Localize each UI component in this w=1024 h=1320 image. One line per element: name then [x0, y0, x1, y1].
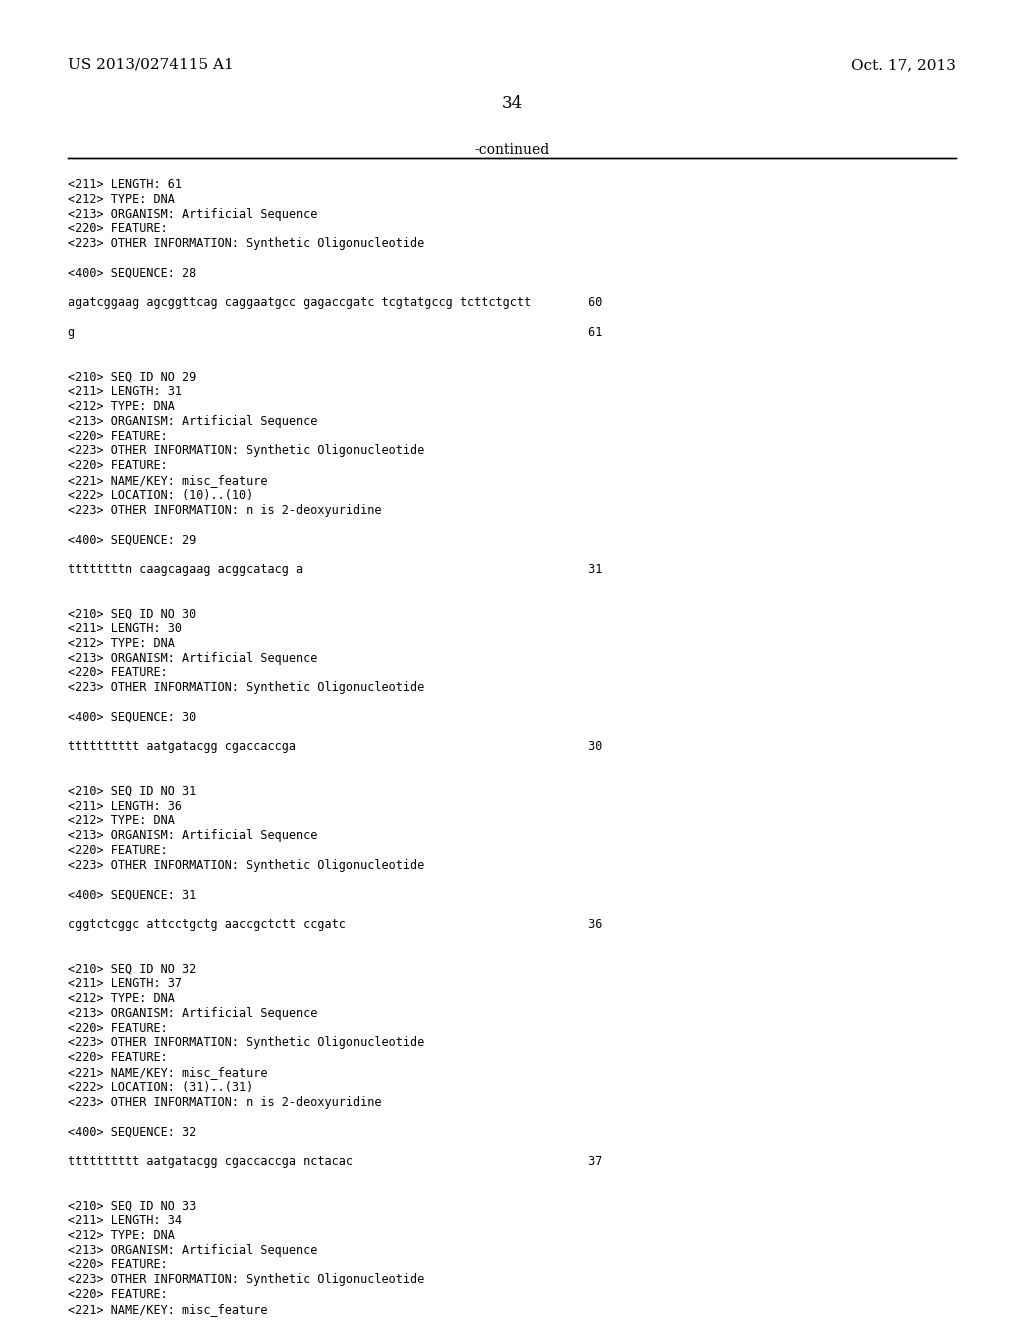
Text: g                                                                        61: g 61: [68, 326, 602, 339]
Text: <220> FEATURE:: <220> FEATURE:: [68, 222, 168, 235]
Text: <212> TYPE: DNA: <212> TYPE: DNA: [68, 636, 175, 649]
Text: <210> SEQ ID NO 30: <210> SEQ ID NO 30: [68, 607, 197, 620]
Text: <400> SEQUENCE: 31: <400> SEQUENCE: 31: [68, 888, 197, 902]
Text: <221> NAME/KEY: misc_feature: <221> NAME/KEY: misc_feature: [68, 474, 267, 487]
Text: <223> OTHER INFORMATION: Synthetic Oligonucleotide: <223> OTHER INFORMATION: Synthetic Oligo…: [68, 445, 424, 458]
Text: <220> FEATURE:: <220> FEATURE:: [68, 1288, 168, 1302]
Text: <212> TYPE: DNA: <212> TYPE: DNA: [68, 993, 175, 1005]
Text: <213> ORGANISM: Artificial Sequence: <213> ORGANISM: Artificial Sequence: [68, 829, 317, 842]
Text: <223> OTHER INFORMATION: Synthetic Oligonucleotide: <223> OTHER INFORMATION: Synthetic Oligo…: [68, 681, 424, 694]
Text: <221> NAME/KEY: misc_feature: <221> NAME/KEY: misc_feature: [68, 1067, 267, 1078]
Text: <212> TYPE: DNA: <212> TYPE: DNA: [68, 1229, 175, 1242]
Text: <210> SEQ ID NO 29: <210> SEQ ID NO 29: [68, 371, 197, 383]
Text: <210> SEQ ID NO 33: <210> SEQ ID NO 33: [68, 1199, 197, 1212]
Text: <213> ORGANISM: Artificial Sequence: <213> ORGANISM: Artificial Sequence: [68, 207, 317, 220]
Text: <400> SEQUENCE: 29: <400> SEQUENCE: 29: [68, 533, 197, 546]
Text: <220> FEATURE:: <220> FEATURE:: [68, 429, 168, 442]
Text: <212> TYPE: DNA: <212> TYPE: DNA: [68, 193, 175, 206]
Text: 34: 34: [502, 95, 522, 112]
Text: US 2013/0274115 A1: US 2013/0274115 A1: [68, 58, 233, 73]
Text: <221> NAME/KEY: misc_feature: <221> NAME/KEY: misc_feature: [68, 1303, 267, 1316]
Text: <211> LENGTH: 61: <211> LENGTH: 61: [68, 178, 182, 191]
Text: <212> TYPE: DNA: <212> TYPE: DNA: [68, 814, 175, 828]
Text: <223> OTHER INFORMATION: Synthetic Oligonucleotide: <223> OTHER INFORMATION: Synthetic Oligo…: [68, 1274, 424, 1286]
Text: <213> ORGANISM: Artificial Sequence: <213> ORGANISM: Artificial Sequence: [68, 414, 317, 428]
Text: <212> TYPE: DNA: <212> TYPE: DNA: [68, 400, 175, 413]
Text: <220> FEATURE:: <220> FEATURE:: [68, 1022, 168, 1035]
Text: <223> OTHER INFORMATION: Synthetic Oligonucleotide: <223> OTHER INFORMATION: Synthetic Oligo…: [68, 238, 424, 251]
Text: <220> FEATURE:: <220> FEATURE:: [68, 843, 168, 857]
Text: <220> FEATURE:: <220> FEATURE:: [68, 459, 168, 473]
Text: <211> LENGTH: 34: <211> LENGTH: 34: [68, 1214, 182, 1228]
Text: -continued: -continued: [474, 143, 550, 157]
Text: <220> FEATURE:: <220> FEATURE:: [68, 667, 168, 680]
Text: <211> LENGTH: 30: <211> LENGTH: 30: [68, 622, 182, 635]
Text: ttttttttn caagcagaag acggcatacg a                                        31: ttttttttn caagcagaag acggcatacg a 31: [68, 562, 602, 576]
Text: Oct. 17, 2013: Oct. 17, 2013: [851, 58, 956, 73]
Text: <223> OTHER INFORMATION: n is 2-deoxyuridine: <223> OTHER INFORMATION: n is 2-deoxyuri…: [68, 504, 382, 516]
Text: tttttttttt aatgatacgg cgaccaccga                                         30: tttttttttt aatgatacgg cgaccaccga 30: [68, 741, 602, 754]
Text: cggtctcggc attcctgctg aaccgctctt ccgatc                                  36: cggtctcggc attcctgctg aaccgctctt ccgatc …: [68, 917, 602, 931]
Text: <222> LOCATION: (10)..(10): <222> LOCATION: (10)..(10): [68, 488, 253, 502]
Text: <211> LENGTH: 31: <211> LENGTH: 31: [68, 385, 182, 399]
Text: agatcggaag agcggttcag caggaatgcc gagaccgatc tcgtatgccg tcttctgctt        60: agatcggaag agcggttcag caggaatgcc gagaccg…: [68, 297, 602, 309]
Text: <213> ORGANISM: Artificial Sequence: <213> ORGANISM: Artificial Sequence: [68, 652, 317, 664]
Text: <223> OTHER INFORMATION: Synthetic Oligonucleotide: <223> OTHER INFORMATION: Synthetic Oligo…: [68, 1036, 424, 1049]
Text: <222> LOCATION: (31)..(31): <222> LOCATION: (31)..(31): [68, 1081, 253, 1094]
Text: <400> SEQUENCE: 32: <400> SEQUENCE: 32: [68, 1125, 197, 1138]
Text: <210> SEQ ID NO 31: <210> SEQ ID NO 31: [68, 785, 197, 797]
Text: <220> FEATURE:: <220> FEATURE:: [68, 1258, 168, 1271]
Text: tttttttttt aatgatacgg cgaccaccga nctacac                                 37: tttttttttt aatgatacgg cgaccaccga nctacac…: [68, 1155, 602, 1168]
Text: <210> SEQ ID NO 32: <210> SEQ ID NO 32: [68, 962, 197, 975]
Text: <220> FEATURE:: <220> FEATURE:: [68, 1051, 168, 1064]
Text: <400> SEQUENCE: 30: <400> SEQUENCE: 30: [68, 710, 197, 723]
Text: <211> LENGTH: 36: <211> LENGTH: 36: [68, 800, 182, 813]
Text: <213> ORGANISM: Artificial Sequence: <213> ORGANISM: Artificial Sequence: [68, 1007, 317, 1020]
Text: <211> LENGTH: 37: <211> LENGTH: 37: [68, 977, 182, 990]
Text: <223> OTHER INFORMATION: Synthetic Oligonucleotide: <223> OTHER INFORMATION: Synthetic Oligo…: [68, 859, 424, 871]
Text: <223> OTHER INFORMATION: n is 2-deoxyuridine: <223> OTHER INFORMATION: n is 2-deoxyuri…: [68, 1096, 382, 1109]
Text: <213> ORGANISM: Artificial Sequence: <213> ORGANISM: Artificial Sequence: [68, 1243, 317, 1257]
Text: <400> SEQUENCE: 28: <400> SEQUENCE: 28: [68, 267, 197, 280]
